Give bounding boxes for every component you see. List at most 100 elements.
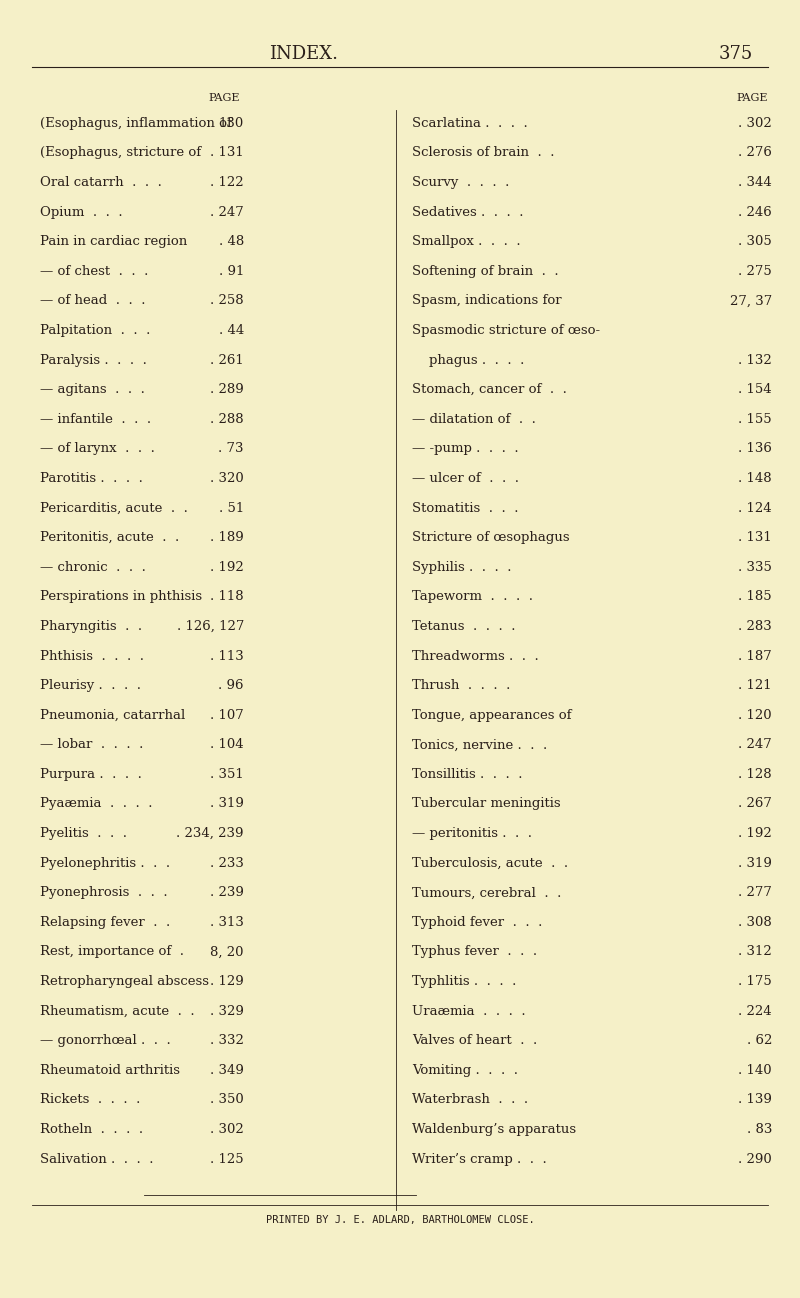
Text: . 185: . 185 <box>738 591 772 604</box>
Text: 130: 130 <box>218 117 244 130</box>
Text: . 332: . 332 <box>210 1035 244 1047</box>
Text: . 288: . 288 <box>210 413 244 426</box>
Text: . 139: . 139 <box>738 1093 772 1106</box>
Text: Salivation .  .  .  .: Salivation . . . . <box>40 1153 154 1166</box>
Text: Tumours, cerebral  .  .: Tumours, cerebral . . <box>412 887 562 900</box>
Text: Palpitation  .  .  .: Palpitation . . . <box>40 324 150 337</box>
Text: . 335: . 335 <box>738 561 772 574</box>
Text: PRINTED BY J. E. ADLARD, BARTHOLOMEW CLOSE.: PRINTED BY J. E. ADLARD, BARTHOLOMEW CLO… <box>266 1215 534 1225</box>
Text: . 351: . 351 <box>210 768 244 781</box>
Text: . 91: . 91 <box>218 265 244 278</box>
Text: . 289: . 289 <box>210 383 244 396</box>
Text: Tapeworm  .  .  .  .: Tapeworm . . . . <box>412 591 533 604</box>
Text: Spasmodic stricture of œso-: Spasmodic stricture of œso- <box>412 324 600 337</box>
Text: Waldenburg’s apparatus: Waldenburg’s apparatus <box>412 1123 576 1136</box>
Text: Oral catarrh  .  .  .: Oral catarrh . . . <box>40 177 162 190</box>
Text: Valves of heart  .  .: Valves of heart . . <box>412 1035 538 1047</box>
Text: . 154: . 154 <box>738 383 772 396</box>
Text: Thrush  .  .  .  .: Thrush . . . . <box>412 679 510 692</box>
Text: . 239: . 239 <box>210 887 244 900</box>
Text: Stomatitis  .  .  .: Stomatitis . . . <box>412 501 518 514</box>
Text: 8, 20: 8, 20 <box>210 945 244 958</box>
Text: . 267: . 267 <box>738 797 772 810</box>
Text: Writer’s cramp .  .  .: Writer’s cramp . . . <box>412 1153 546 1166</box>
Text: . 290: . 290 <box>738 1153 772 1166</box>
Text: Parotitis .  .  .  .: Parotitis . . . . <box>40 472 143 485</box>
Text: Waterbrash  .  .  .: Waterbrash . . . <box>412 1093 528 1106</box>
Text: Tonics, nervine .  .  .: Tonics, nervine . . . <box>412 739 547 752</box>
Text: . 275: . 275 <box>738 265 772 278</box>
Text: — of head  .  .  .: — of head . . . <box>40 295 146 308</box>
Text: — chronic  .  .  .: — chronic . . . <box>40 561 146 574</box>
Text: . 148: . 148 <box>738 472 772 485</box>
Text: . 189: . 189 <box>210 531 244 544</box>
Text: . 107: . 107 <box>210 709 244 722</box>
Text: . 126, 127: . 126, 127 <box>177 620 244 633</box>
Text: Pyelonephritis .  .  .: Pyelonephritis . . . <box>40 857 170 870</box>
Text: Rickets  .  .  .  .: Rickets . . . . <box>40 1093 140 1106</box>
Text: Tonsillitis .  .  .  .: Tonsillitis . . . . <box>412 768 522 781</box>
Text: . 312: . 312 <box>738 945 772 958</box>
Text: . 319: . 319 <box>738 857 772 870</box>
Text: Scarlatina .  .  .  .: Scarlatina . . . . <box>412 117 528 130</box>
Text: . 302: . 302 <box>210 1123 244 1136</box>
Text: Stomach, cancer of  .  .: Stomach, cancer of . . <box>412 383 567 396</box>
Text: . 344: . 344 <box>738 177 772 190</box>
Text: . 283: . 283 <box>738 620 772 633</box>
Text: . 132: . 132 <box>738 353 772 366</box>
Text: . 246: . 246 <box>738 205 772 218</box>
Text: PAGE: PAGE <box>737 93 768 104</box>
Text: — dilatation of  .  .: — dilatation of . . <box>412 413 536 426</box>
Text: Pharyngitis  .  .: Pharyngitis . . <box>40 620 142 633</box>
Text: Scurvy  .  .  .  .: Scurvy . . . . <box>412 177 510 190</box>
Text: . 51: . 51 <box>218 501 244 514</box>
Text: . 261: . 261 <box>210 353 244 366</box>
Text: Phthisis  .  .  .  .: Phthisis . . . . <box>40 649 144 662</box>
Text: — infantile  .  .  .: — infantile . . . <box>40 413 151 426</box>
Text: Opium  .  .  .: Opium . . . <box>40 205 122 218</box>
Text: Purpura .  .  .  .: Purpura . . . . <box>40 768 142 781</box>
Text: . 122: . 122 <box>210 177 244 190</box>
Text: (Esophagus, stricture of: (Esophagus, stricture of <box>40 147 201 160</box>
Text: . 349: . 349 <box>210 1064 244 1077</box>
Text: Retropharyngeal abscess: Retropharyngeal abscess <box>40 975 209 988</box>
Text: . 136: . 136 <box>738 443 772 456</box>
Text: . 62: . 62 <box>746 1035 772 1047</box>
Text: . 224: . 224 <box>738 1005 772 1018</box>
Text: Pyelitis  .  .  .: Pyelitis . . . <box>40 827 127 840</box>
Text: . 104: . 104 <box>210 739 244 752</box>
Text: Rheumatoid arthritis: Rheumatoid arthritis <box>40 1064 180 1077</box>
Text: — ulcer of  .  .  .: — ulcer of . . . <box>412 472 519 485</box>
Text: Sclerosis of brain  .  .: Sclerosis of brain . . <box>412 147 554 160</box>
Text: Rest, importance of  .: Rest, importance of . <box>40 945 184 958</box>
Text: Pleurisy .  .  .  .: Pleurisy . . . . <box>40 679 141 692</box>
Text: — lobar  .  .  .  .: — lobar . . . . <box>40 739 143 752</box>
Text: INDEX.: INDEX. <box>270 45 338 64</box>
Text: Rheumatism, acute  .  .: Rheumatism, acute . . <box>40 1005 194 1018</box>
Text: . 131: . 131 <box>210 147 244 160</box>
Text: . 192: . 192 <box>210 561 244 574</box>
Text: PAGE: PAGE <box>209 93 240 104</box>
Text: Threadworms .  .  .: Threadworms . . . <box>412 649 538 662</box>
Text: . 329: . 329 <box>210 1005 244 1018</box>
Text: Tubercular meningitis: Tubercular meningitis <box>412 797 561 810</box>
Text: . 44: . 44 <box>218 324 244 337</box>
Text: . 258: . 258 <box>210 295 244 308</box>
Text: Vomiting .  .  .  .: Vomiting . . . . <box>412 1064 518 1077</box>
Text: . 234, 239: . 234, 239 <box>177 827 244 840</box>
Text: — peritonitis .  .  .: — peritonitis . . . <box>412 827 532 840</box>
Text: . 320: . 320 <box>210 472 244 485</box>
Text: . 140: . 140 <box>738 1064 772 1077</box>
Text: Tuberculosis, acute  .  .: Tuberculosis, acute . . <box>412 857 568 870</box>
Text: Pyaæmia  .  .  .  .: Pyaæmia . . . . <box>40 797 153 810</box>
Text: . 124: . 124 <box>738 501 772 514</box>
Text: 375: 375 <box>719 45 753 64</box>
Text: — -pump .  .  .  .: — -pump . . . . <box>412 443 518 456</box>
Text: (Esophagus, inflammation of: (Esophagus, inflammation of <box>40 117 232 130</box>
Text: Typhus fever  .  .  .: Typhus fever . . . <box>412 945 537 958</box>
Text: . 120: . 120 <box>738 709 772 722</box>
Text: Pericarditis, acute  .  .: Pericarditis, acute . . <box>40 501 188 514</box>
Text: Syphilis .  .  .  .: Syphilis . . . . <box>412 561 511 574</box>
Text: — gonorrhœal .  .  .: — gonorrhœal . . . <box>40 1035 170 1047</box>
Text: Peritonitis, acute  .  .: Peritonitis, acute . . <box>40 531 179 544</box>
